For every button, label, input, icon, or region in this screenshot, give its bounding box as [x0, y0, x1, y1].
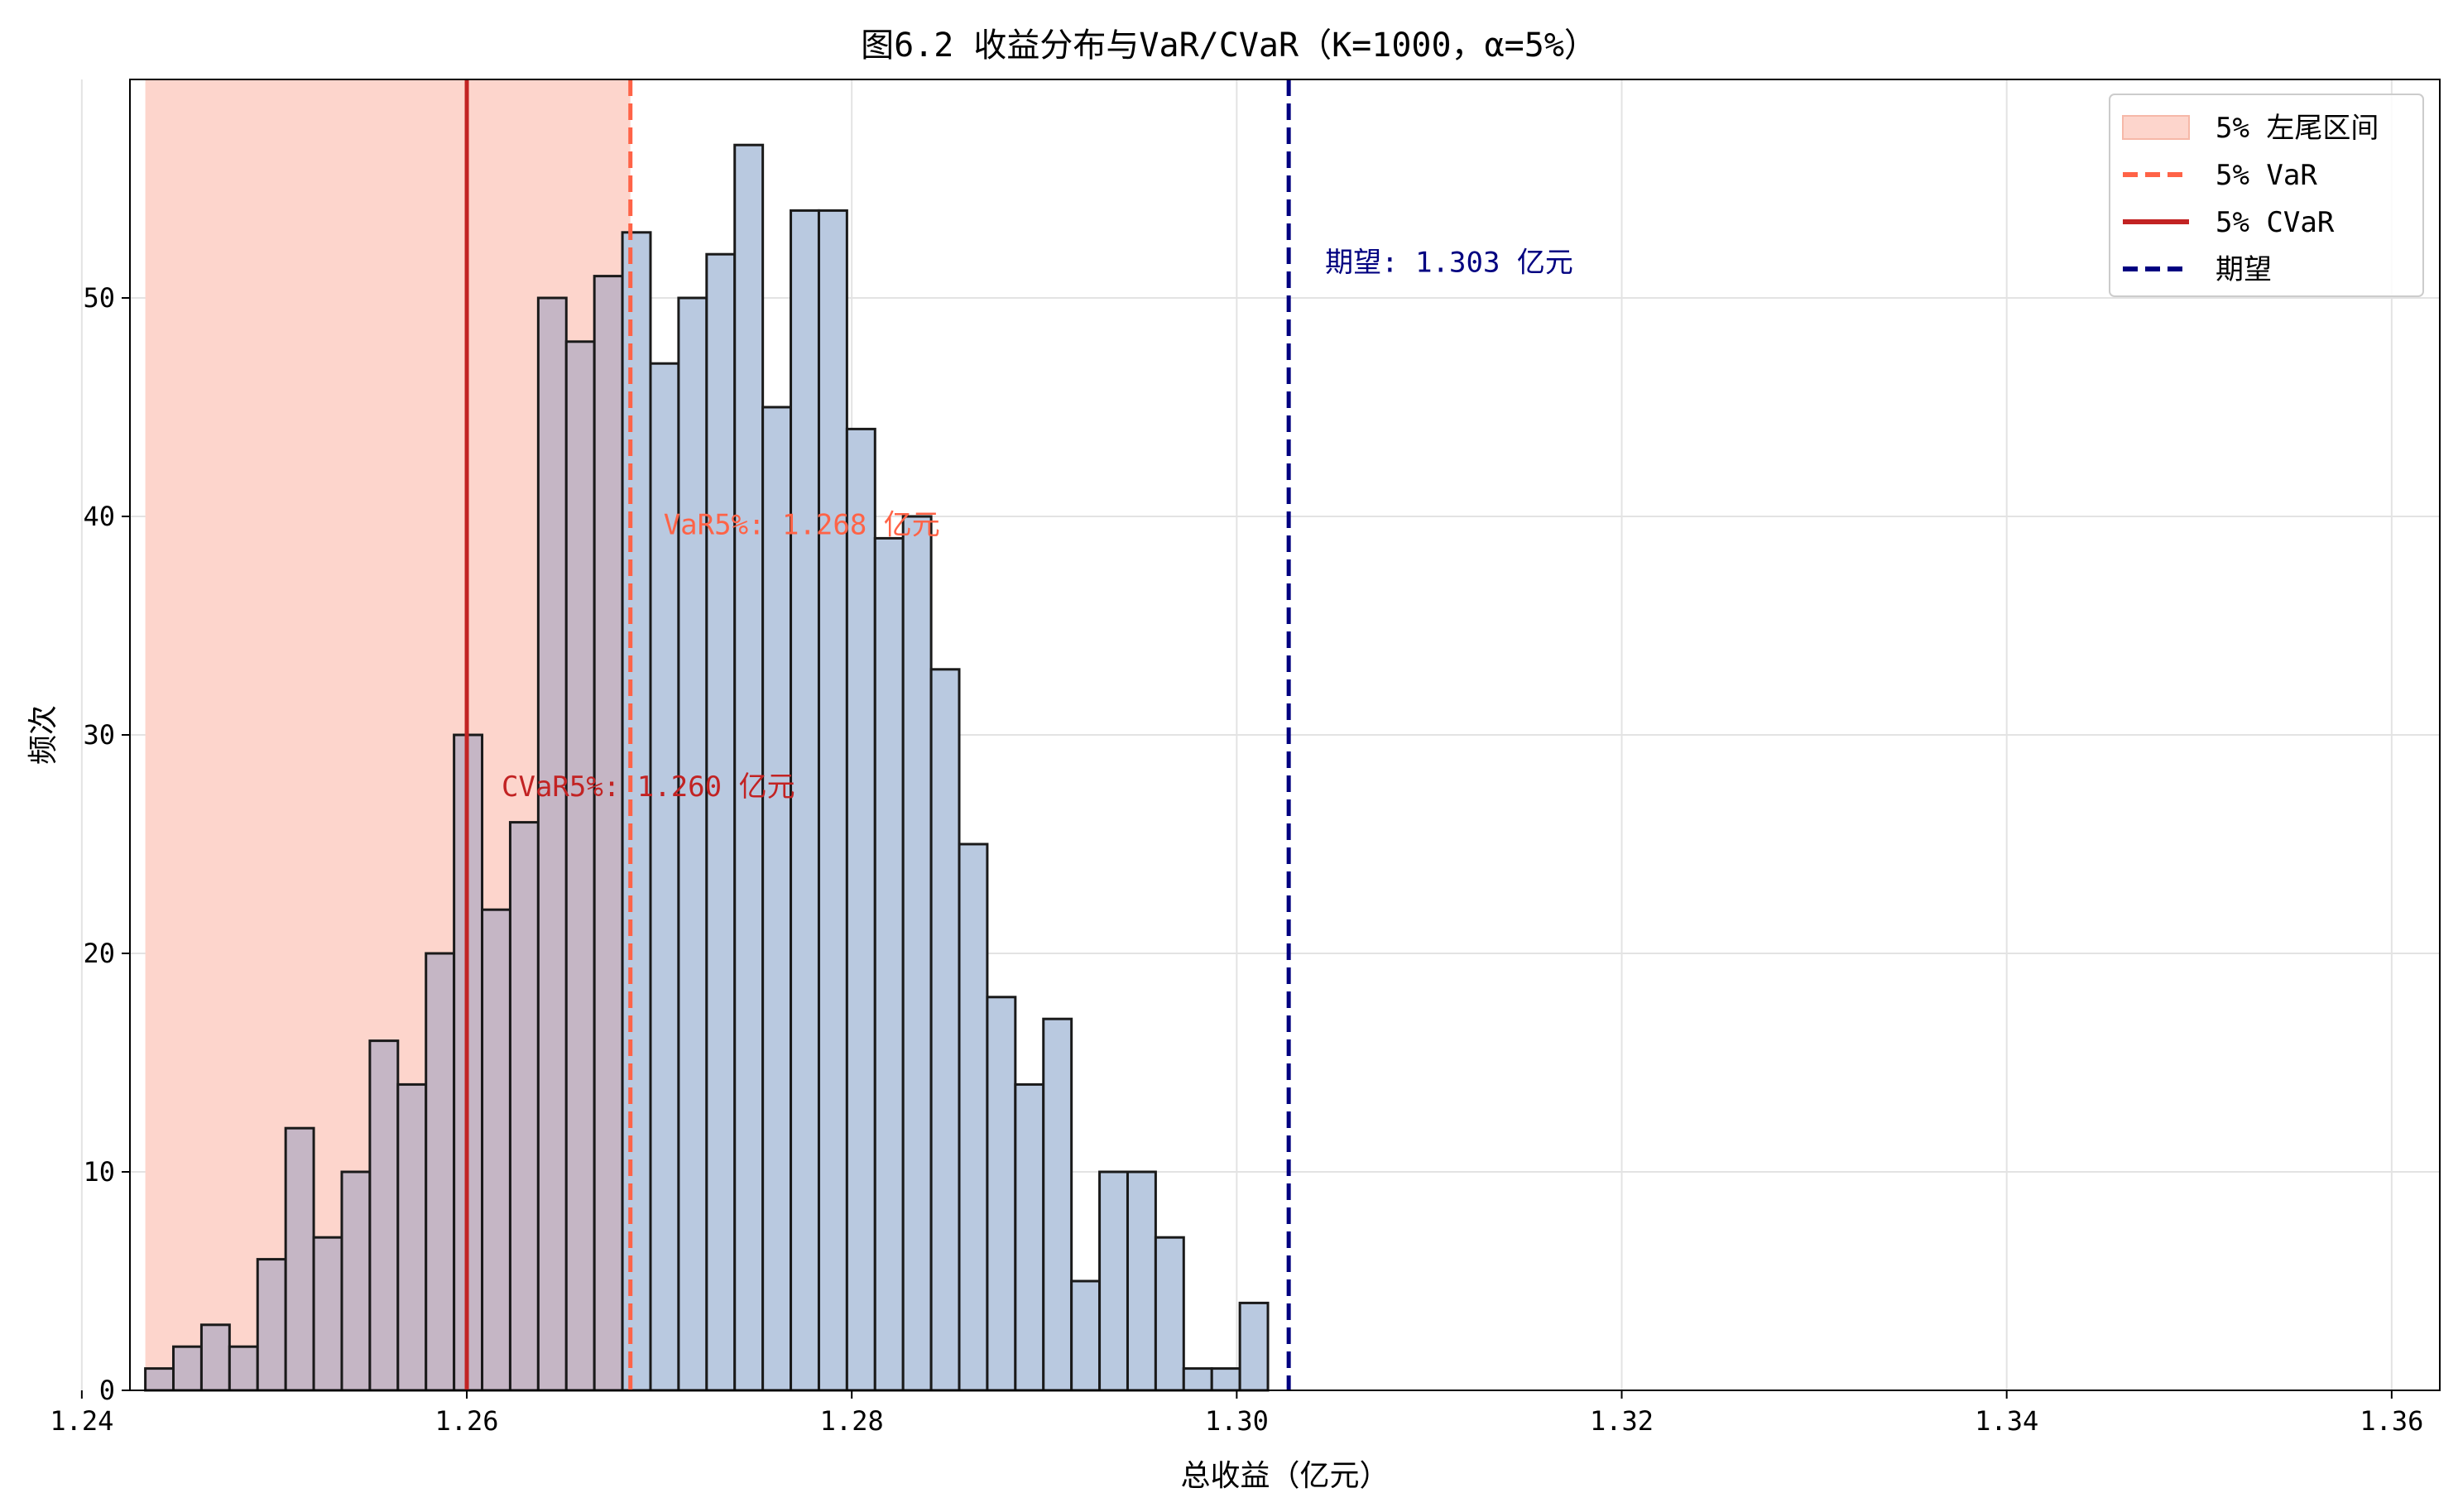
histogram-bar	[228, 1345, 259, 1392]
x-tick-label: 1.32	[1590, 1405, 1654, 1437]
histogram-bar	[481, 908, 511, 1392]
x-tick-label: 1.28	[820, 1405, 884, 1437]
histogram-bar	[1070, 1279, 1102, 1392]
reference-lines	[464, 79, 1291, 1390]
histogram-bar	[199, 1323, 231, 1392]
var-annotation: VaR5%: 1.268 亿元	[664, 508, 940, 541]
histogram-bar	[621, 231, 652, 1392]
histogram-bar	[986, 996, 1017, 1392]
legend-label: 期望	[2216, 253, 2272, 286]
histogram-bar	[705, 252, 737, 1392]
histogram-bar	[1126, 1170, 1157, 1392]
histogram-bar	[508, 821, 540, 1392]
legend-box	[2109, 94, 2424, 297]
histogram-bar	[340, 1170, 372, 1392]
histogram-bar	[790, 209, 820, 1392]
legend-label: 5% 左尾区间	[2216, 112, 2379, 145]
histogram-bar	[564, 340, 596, 1392]
histogram-bar	[172, 1345, 203, 1392]
histogram-bar	[1154, 1236, 1185, 1392]
histogram-bar	[1182, 1367, 1213, 1392]
y-tick-label: 0	[99, 1375, 115, 1406]
legend-label: 5% CVaR	[2216, 206, 2335, 239]
histogram-bar	[312, 1236, 343, 1392]
bars	[144, 143, 1270, 1392]
histogram-bar	[677, 296, 708, 1392]
y-tick-label: 50	[83, 282, 115, 314]
y-axis-label: 频次	[26, 705, 60, 765]
histogram-bar	[1210, 1367, 1241, 1392]
x-tick-label: 1.30	[1205, 1405, 1269, 1437]
histogram-bar	[536, 296, 568, 1392]
histogram-bar	[425, 952, 456, 1392]
y-tick-label: 30	[83, 719, 115, 751]
histogram-bar	[368, 1039, 400, 1392]
histogram-bar	[929, 668, 961, 1392]
histogram-bar	[958, 842, 989, 1392]
chart-title: 图6.2 收益分布与VaR/CVaR（K=1000，α=5%）	[861, 26, 1597, 65]
cvar-annotation: CVaR5%: 1.260 亿元	[502, 770, 795, 804]
x-tick-label: 1.24	[50, 1405, 113, 1437]
x-tick-label: 1.34	[1975, 1405, 2038, 1437]
annotations: VaR5%: 1.268 亿元 CVaR5%: 1.260 亿元 期望: 1.3…	[502, 247, 1573, 804]
x-axis-ticks: 1.24 1.26 1.28 1.30 1.32 1.34 1.36	[50, 1390, 2423, 1437]
x-tick-label: 1.26	[434, 1405, 498, 1437]
x-tick-label: 1.36	[2360, 1405, 2423, 1437]
y-tick-label: 40	[83, 501, 115, 532]
histogram-bar	[873, 536, 905, 1392]
histogram-bar	[817, 209, 848, 1392]
y-tick-label: 10	[83, 1156, 115, 1188]
histogram-bar	[1042, 1017, 1073, 1392]
histogram-bar	[761, 406, 793, 1392]
histogram-bar	[1014, 1082, 1045, 1392]
x-axis-label: 总收益（亿元）	[1180, 1459, 1389, 1493]
legend: 5% 左尾区间 5% VaR 5% CVaR 期望	[2109, 94, 2424, 297]
histogram-bar	[396, 1082, 428, 1392]
histogram-bar	[284, 1126, 315, 1392]
histogram-bar	[256, 1258, 287, 1392]
plot-area: VaR5%: 1.268 亿元 CVaR5%: 1.260 亿元 期望: 1.3…	[80, 79, 2440, 1392]
legend-label: 5% VaR	[2216, 159, 2317, 192]
y-axis-ticks: 0 10 20 30 40 50	[83, 282, 130, 1406]
histogram-bar	[733, 143, 765, 1392]
histogram-bar	[901, 515, 933, 1392]
histogram-bar	[1238, 1301, 1270, 1392]
legend-swatch	[2122, 115, 2190, 140]
histogram-bar	[144, 1367, 175, 1392]
y-tick-label: 20	[83, 938, 115, 969]
histogram-bar	[845, 427, 876, 1392]
histogram-bar	[593, 275, 624, 1392]
histogram-bar	[1098, 1170, 1129, 1392]
mean-annotation: 期望: 1.303 亿元	[1325, 247, 1573, 280]
